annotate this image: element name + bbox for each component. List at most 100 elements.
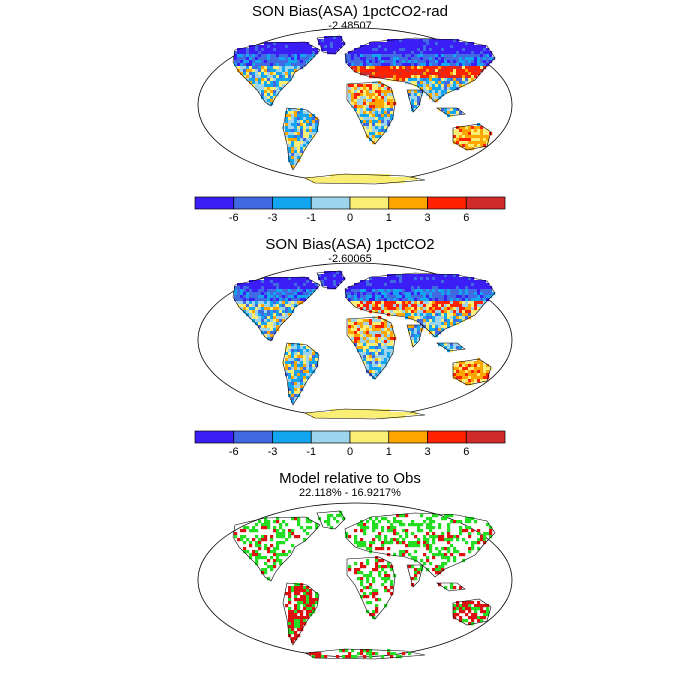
- agreement-cell: [438, 571, 442, 575]
- bias-cell: [339, 280, 343, 284]
- bias-cell: [372, 337, 376, 341]
- bias-cell: [348, 63, 352, 67]
- bias-cell: [411, 301, 415, 305]
- bias-cell: [384, 123, 388, 127]
- bias-cell: [327, 271, 331, 275]
- bias-cell: [342, 412, 346, 416]
- bias-cell: [363, 51, 367, 55]
- bias-cell: [285, 310, 289, 314]
- bias-cell: [375, 373, 379, 377]
- agreement-cell: [291, 637, 295, 641]
- bias-cell: [438, 328, 442, 332]
- bias-cell: [387, 298, 391, 302]
- bias-cell: [255, 292, 259, 296]
- bias-cell: [339, 277, 343, 281]
- bias-cell: [306, 373, 310, 377]
- bias-cell: [387, 72, 391, 76]
- panel-2-title: SON Bias(ASA) 1pctCO2: [265, 236, 435, 253]
- bias-cell: [381, 301, 385, 305]
- bias-cell: [453, 60, 457, 64]
- bias-cell: [417, 328, 421, 332]
- bias-cell: [285, 373, 289, 377]
- bias-cell: [477, 376, 481, 380]
- bias-cell: [333, 42, 337, 46]
- bias-cell: [300, 358, 304, 362]
- bias-cell: [285, 114, 289, 118]
- agreement-cell: [372, 520, 376, 524]
- bias-cell: [408, 286, 412, 290]
- bias-cell: [384, 286, 388, 290]
- agreement-cell: [309, 598, 313, 602]
- bias-cell: [474, 45, 478, 49]
- bias-cell: [285, 313, 289, 317]
- bias-cell: [267, 313, 271, 317]
- bias-cell: [477, 373, 481, 377]
- agreement-cell: [453, 520, 457, 524]
- bias-cell: [483, 364, 487, 368]
- bias-cell: [249, 60, 253, 64]
- bias-cell: [456, 274, 460, 278]
- agreement-cell: [300, 601, 304, 605]
- bias-cell: [387, 322, 391, 326]
- bias-cell: [285, 352, 289, 356]
- bias-cell: [393, 57, 397, 61]
- bias-cell: [420, 322, 424, 326]
- bias-cell: [357, 90, 361, 94]
- agreement-cell: [297, 535, 301, 539]
- bias-cell: [465, 57, 469, 61]
- bias-cell: [279, 81, 283, 85]
- bias-cell: [294, 51, 298, 55]
- bias-cell: [312, 54, 316, 58]
- agreement-cell: [378, 538, 382, 542]
- bias-cell: [372, 292, 376, 296]
- agreement-cell: [375, 547, 379, 551]
- bias-cell: [372, 117, 376, 121]
- bias-cell: [369, 111, 373, 115]
- bias-cell: [366, 328, 370, 332]
- agreement-cell: [399, 541, 403, 545]
- bias-cell: [363, 361, 367, 365]
- bias-cell: [261, 72, 265, 76]
- agreement-cell: [477, 538, 481, 542]
- bias-cell: [426, 78, 430, 82]
- agreement-cell: [264, 562, 268, 566]
- bias-cell: [258, 54, 262, 58]
- bias-cell: [372, 361, 376, 365]
- bias-cell: [294, 48, 298, 52]
- bias-cell: [471, 292, 475, 296]
- bias-cell: [348, 328, 352, 332]
- bias-cell: [387, 96, 391, 100]
- agreement-cell: [387, 562, 391, 566]
- bias-cell: [309, 286, 313, 290]
- bias-cell: [366, 45, 370, 49]
- bias-cell: [249, 304, 253, 308]
- bias-cell: [258, 319, 262, 323]
- bias-cell: [390, 349, 394, 353]
- bias-cell: [381, 93, 385, 97]
- bias-cell: [447, 316, 451, 320]
- bias-cell: [471, 289, 475, 293]
- bias-cell: [261, 313, 265, 317]
- bias-cell: [468, 301, 472, 305]
- agreement-cell: [297, 523, 301, 527]
- agreement-cell: [363, 529, 367, 533]
- bias-cell: [324, 48, 328, 52]
- agreement-cell: [276, 556, 280, 560]
- agreement-cell: [306, 520, 310, 524]
- bias-cell: [267, 78, 271, 82]
- bias-cell: [399, 415, 403, 419]
- bias-cell: [375, 117, 379, 121]
- agreement-cell: [279, 562, 283, 566]
- bias-cell: [294, 283, 298, 287]
- bias-cell: [462, 144, 466, 148]
- bias-cell: [324, 283, 328, 287]
- bias-cell: [357, 93, 361, 97]
- bias-cell: [288, 60, 292, 64]
- bias-cell: [432, 292, 436, 296]
- bias-cell: [270, 328, 274, 332]
- bias-cell: [396, 289, 400, 293]
- bias-cell: [426, 60, 430, 64]
- agreement-cell: [372, 568, 376, 572]
- bias-cell: [468, 280, 472, 284]
- bias-cell: [453, 81, 457, 85]
